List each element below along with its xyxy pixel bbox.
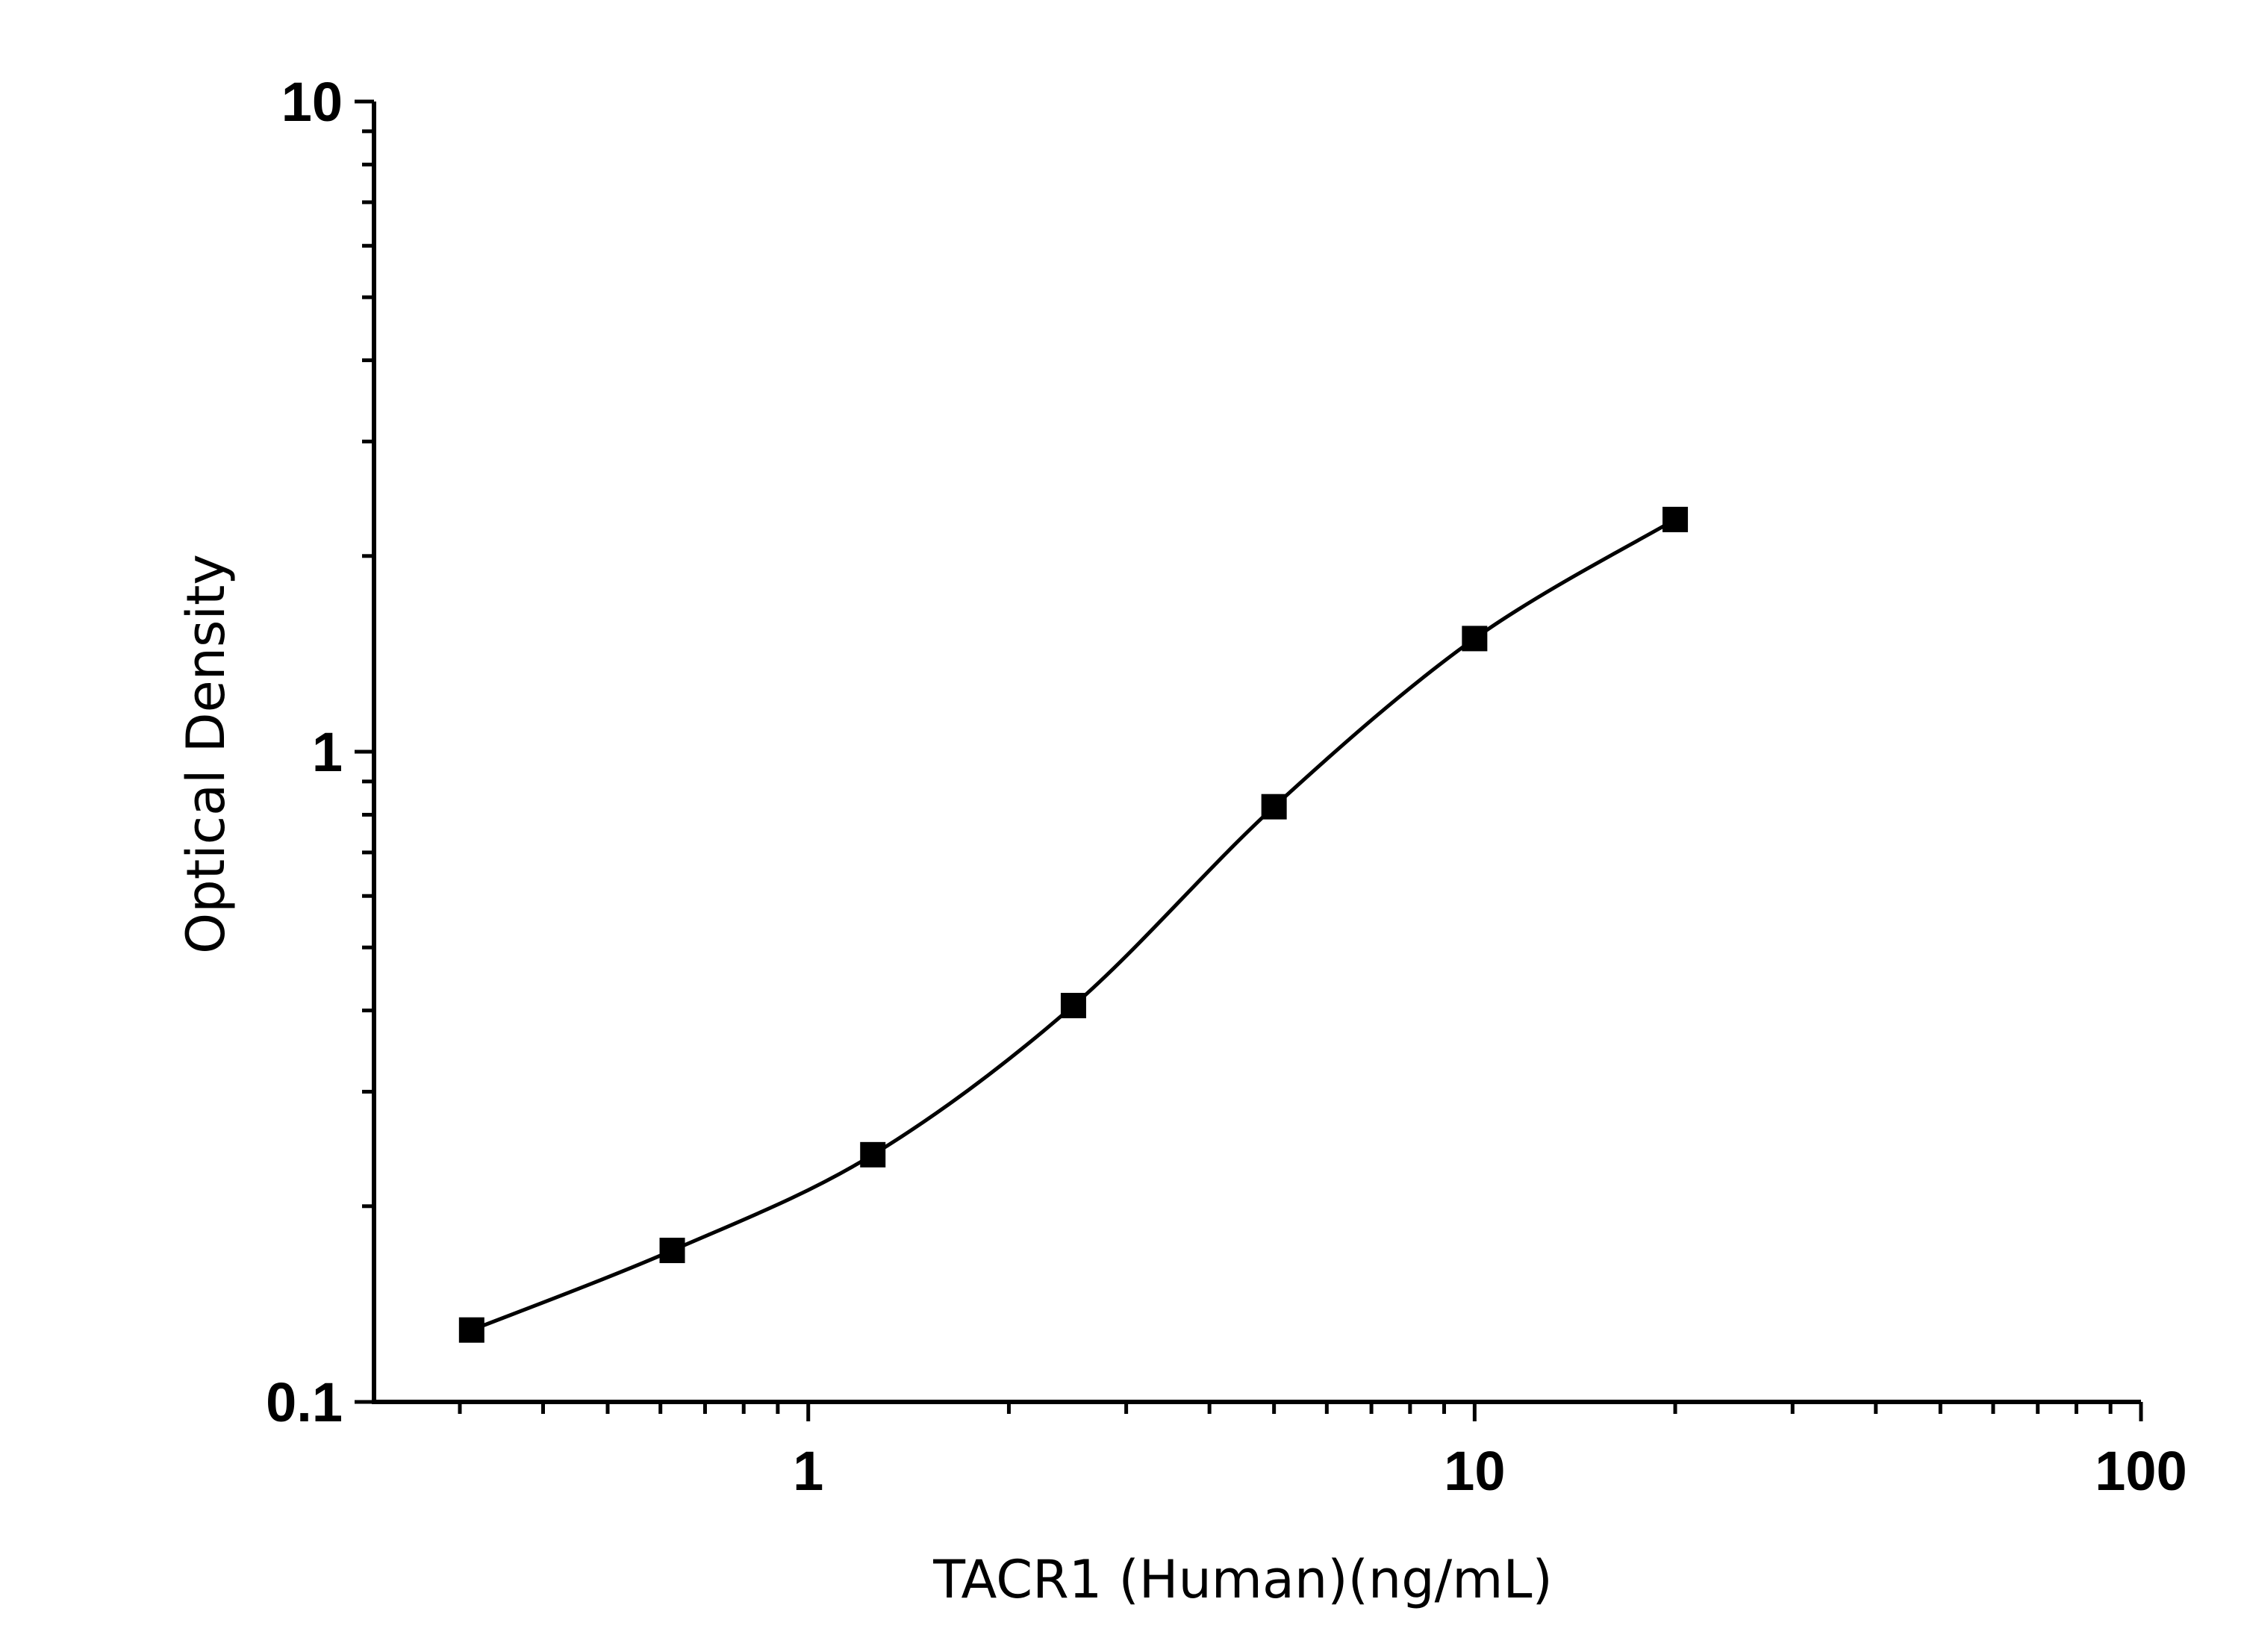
data-point bbox=[1662, 506, 1689, 532]
data-point bbox=[1060, 993, 1086, 1019]
x-tick-label: 100 bbox=[2095, 1440, 2187, 1502]
y-tick-label: 1 bbox=[312, 721, 343, 783]
x-tick-label: 10 bbox=[1444, 1440, 1505, 1502]
data-point bbox=[1261, 794, 1287, 820]
axes bbox=[372, 102, 2141, 1404]
y-tick-label: 0.1 bbox=[266, 1371, 343, 1433]
data-point bbox=[1462, 626, 1488, 652]
y-axis-label: Optical Density bbox=[175, 554, 237, 954]
x-axis-label: TACR1 (Human)(ng/mL) bbox=[932, 1549, 1553, 1610]
data-point bbox=[458, 1317, 484, 1343]
ticks: 1 10 100 0.1 1 10 bbox=[266, 71, 2187, 1502]
data-points bbox=[458, 506, 1689, 1343]
x-tick-label: 1 bbox=[793, 1440, 823, 1502]
data-point bbox=[860, 1141, 886, 1168]
y-tick-label: 10 bbox=[281, 71, 343, 133]
data-point bbox=[659, 1238, 685, 1264]
fit-curve bbox=[470, 517, 1677, 1332]
